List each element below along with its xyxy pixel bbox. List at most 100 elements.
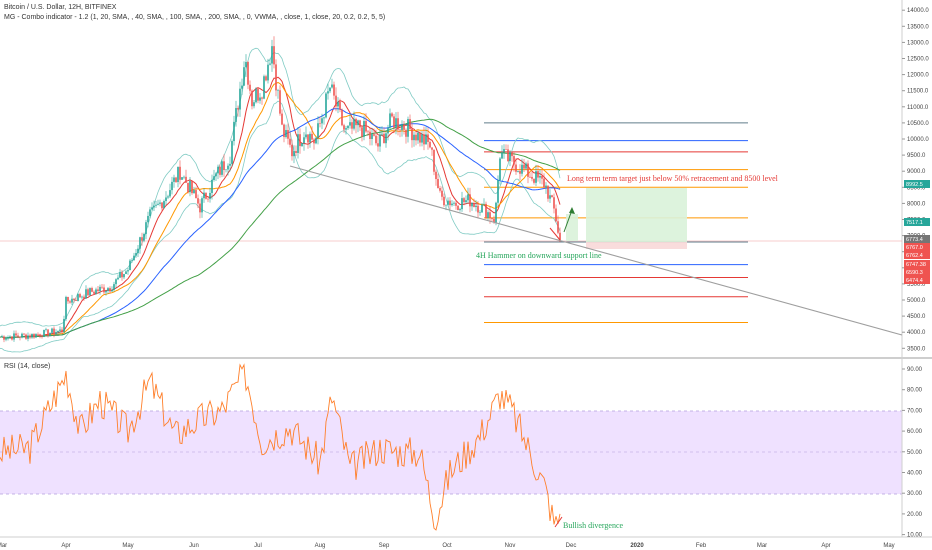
candle-body [407,119,409,137]
candle-body [483,203,485,205]
candle-body [379,134,381,147]
candle [309,131,311,148]
candle [449,197,451,210]
candle [69,299,71,304]
candle-body [559,232,561,242]
candle-body [359,120,361,128]
time-tick-label: Dec [566,543,577,549]
candle [327,83,329,100]
time-tick-label: Mar [757,543,767,549]
candle [463,196,465,206]
downward-support-line[interactable] [289,165,903,336]
candle-body [361,127,363,137]
candle-body [339,101,341,110]
candle [113,281,115,292]
candle-body [171,181,173,191]
price-tick-label: 13000.0 [907,40,929,46]
candle-body [435,171,437,180]
price-badge-bg [904,251,930,259]
candle [59,326,61,334]
candle [227,163,229,176]
candle [147,211,149,228]
candle-body [229,163,231,166]
candle-body [285,130,287,138]
candle [97,285,99,293]
candle-body [195,190,197,199]
candle-body [503,149,505,153]
candle [19,336,21,341]
price-badge: 6762.4 [904,251,930,259]
candle [323,116,325,125]
candle-body [403,124,405,130]
candle-body [71,298,73,303]
candle-body [357,120,359,126]
time-axis[interactable]: Mar Apr May Jun Jul Aug Sep Oct Nov Dec 2020 Feb Mar… [0,543,895,549]
candle [543,173,545,189]
candle-body [545,185,547,188]
candle [393,113,395,134]
candle-body [111,289,113,292]
candle [377,135,379,152]
moving-averages [0,76,561,339]
candle [109,286,111,294]
candle [225,169,227,173]
candle [401,120,403,137]
candle-body [97,289,99,292]
candle-body [211,179,213,193]
candle-body [409,119,411,130]
candle [439,185,441,193]
candle-body [145,222,147,234]
candle-body [75,300,77,301]
candle [9,335,11,338]
candle [473,198,475,208]
candle [53,326,55,338]
candle [235,100,237,127]
time-tick-label: Apr [821,543,830,549]
candle-body [469,194,471,207]
price-panel[interactable] [0,0,902,357]
candle-body [265,76,267,81]
rsi-tick-label: 50.00 [907,450,923,456]
candle-body [425,134,427,145]
candle [365,113,367,133]
chart-title: Bitcoin / U.S. Dollar, 12H, BITFINEX [4,4,117,11]
candle [145,219,147,240]
price-tick-label: 4500.0 [907,314,926,320]
candle [427,127,429,150]
candle-body [301,142,303,147]
candle-body [153,205,155,208]
candle [491,217,493,222]
candle [303,132,305,151]
candle [95,287,97,295]
candle-body [99,286,101,292]
candle [21,332,23,339]
candle-body [173,177,175,182]
candle-body [447,200,449,205]
candle-body [93,291,95,294]
candle [55,329,57,335]
candle [321,113,323,130]
price-badge-text: 6762.4 [906,253,923,259]
candle [535,164,537,187]
time-tick-label: Oct [442,543,452,549]
candle [99,284,101,295]
rsi-axis[interactable]: 90.00 80.00 70.00 60.00 50.00 40.00 30.00 20.00… [902,367,923,539]
candle [345,125,347,135]
candle [385,130,387,148]
bullish-arrow-icon [563,207,575,233]
price-badge-text: 6747.38 [906,262,926,268]
candle [171,176,173,195]
candle-body [471,202,473,207]
candle [315,136,317,145]
candle [343,123,345,133]
candle-body [423,134,425,145]
candle [183,175,185,180]
candle [135,248,137,258]
candle [411,122,413,148]
candle-body [315,137,317,144]
candle-body [9,336,11,338]
candle [277,88,279,99]
candle [195,186,197,199]
candle-body [215,173,217,177]
candle [159,199,161,207]
